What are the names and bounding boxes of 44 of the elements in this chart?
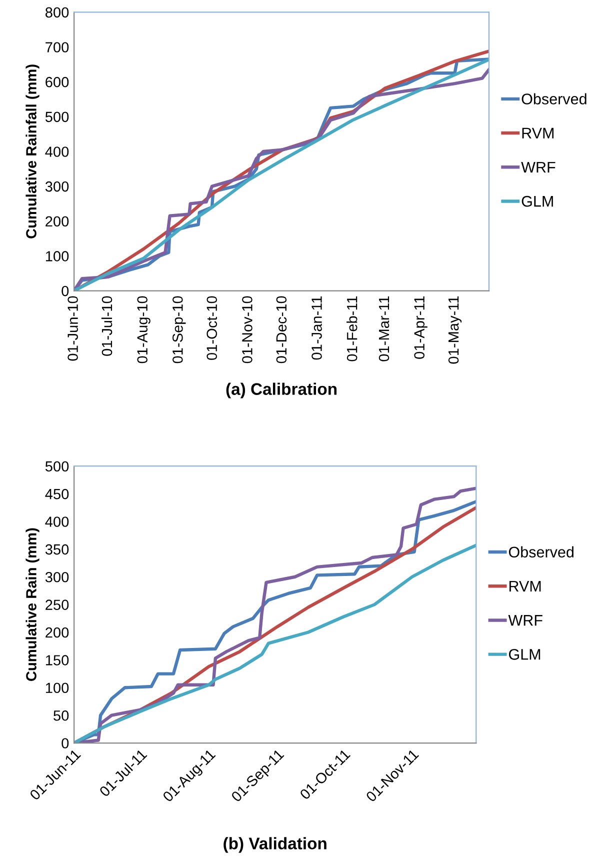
x-tick-label: 01-Jun-10	[68, 296, 78, 361]
y-tick-label: 350	[45, 544, 69, 555]
y-tick-label: 300	[45, 181, 69, 192]
x-tick-label: 01-May-11	[448, 296, 462, 364]
y-tick-label: 400	[45, 516, 69, 527]
y-tick-label: 50	[54, 710, 69, 721]
y-tick-label: 0	[62, 286, 69, 296]
y-tick-label: 500	[45, 112, 69, 122]
y-tick-label: 700	[46, 42, 69, 52]
legend-label: Observed	[522, 93, 586, 104]
y-tick-label: 150	[46, 655, 69, 666]
x-tick-label: 01-Aug-10	[137, 296, 150, 364]
x-tick-label: 01-Apr-11	[414, 296, 428, 359]
x-tick-label: 01-Sep-10	[172, 296, 186, 364]
legend-label: RVM	[509, 580, 541, 592]
y-tick-label: 800	[45, 7, 69, 18]
y-tick-label: 200	[46, 627, 69, 638]
y-tick-label: 0	[62, 738, 69, 748]
text: (b) Validation	[224, 837, 326, 853]
y-tick-label: 450	[45, 488, 69, 500]
y-tick-label: 200	[46, 216, 69, 227]
x-tick-label: 01-Jan-11	[312, 296, 322, 360]
y-tick-label: 100	[46, 251, 69, 262]
x-tick-label: 01-Nov-10	[242, 296, 252, 364]
legend-label: WRF	[521, 162, 556, 172]
x-tick-label: 01-Oct-10	[206, 296, 218, 360]
legend-label: GLM	[508, 649, 540, 660]
x-tick-label: 01-Dec-10	[276, 296, 287, 364]
legend-label: Observed	[508, 546, 574, 558]
y-tick-label: 250	[46, 600, 69, 610]
legend-label: WRF	[508, 615, 542, 626]
x-tick-label: 01-Jul-10	[101, 296, 112, 356]
y-tick-label: 300	[45, 572, 69, 582]
y-tick-label: 400	[45, 146, 69, 157]
y-tick-label: 100	[46, 682, 69, 694]
legend-label: RVM	[522, 128, 554, 138]
legend-label: GLM	[522, 196, 553, 207]
y-tick-label: 600	[46, 76, 69, 88]
y-axis-title: Cumulative Rainfall (mm)	[26, 64, 40, 238]
x-tick-label: 01-Mar-11	[378, 296, 390, 362]
y-tick-label: 500	[45, 461, 69, 472]
y-axis-title: Cumulative Rain (mm)	[26, 528, 40, 681]
x-tick-label: 01-Feb-11	[346, 296, 358, 362]
text: (a) Calibration	[226, 382, 337, 398]
